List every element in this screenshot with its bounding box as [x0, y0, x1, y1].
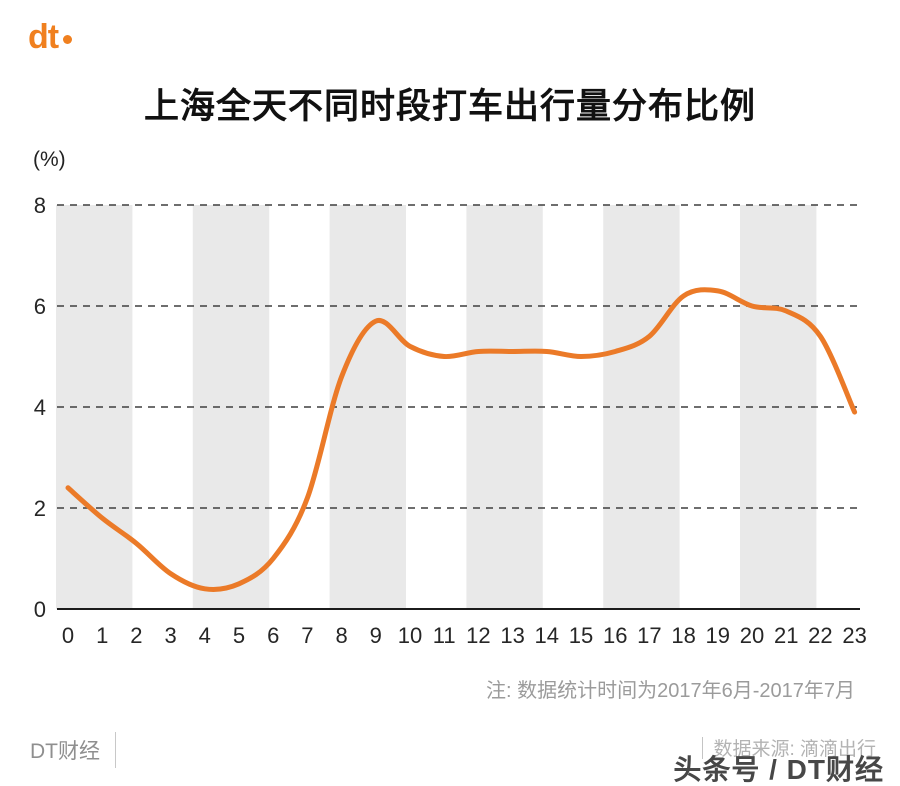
x-tick-label: 17	[637, 623, 661, 648]
x-tick-label: 13	[500, 623, 524, 648]
x-tick-label: 18	[671, 623, 695, 648]
data-source-row: 数据来源: 滴滴出行	[702, 734, 876, 761]
line-chart: 0 2 4 6 8 0 1 2 3 4 5 6 7 8 9 10 11 12 13 14 15 16 17 18 19 20 21 2…	[0, 185, 900, 665]
background-band	[603, 205, 680, 609]
y-tick-label: 6	[34, 294, 46, 319]
x-tick-label: 15	[569, 623, 593, 648]
x-tick-label: 11	[433, 623, 456, 648]
y-tick-label: 2	[34, 496, 46, 521]
x-tick-label: 9	[370, 623, 382, 648]
x-tick-label: 6	[267, 623, 279, 648]
x-tick-label: 1	[96, 623, 108, 648]
x-tick-label: 14	[535, 623, 559, 648]
x-tick-label: 3	[164, 623, 176, 648]
x-tick-label: 7	[301, 623, 313, 648]
x-tick-label: 10	[398, 623, 422, 648]
y-tick-label: 8	[34, 193, 46, 218]
data-line	[65, 287, 858, 592]
watermark: 头条号 / DT财经	[673, 754, 884, 785]
y-tick-label: 0	[34, 597, 46, 622]
background-band	[329, 205, 406, 609]
footer-brand-area: DT财经	[30, 732, 116, 768]
data-note: 注: 数据统计时间为2017年6月-2017年7月	[485, 680, 855, 702]
y-tick-label: 4	[34, 395, 46, 420]
x-tick-label: 4	[199, 623, 211, 648]
x-tick-label: 12	[466, 623, 490, 648]
x-tick-label: 8	[335, 623, 347, 648]
x-tick-label: 0	[62, 623, 74, 648]
x-tick-label: 19	[706, 623, 730, 648]
x-tick-label: 21	[774, 623, 798, 648]
x-tick-label: 23	[842, 623, 866, 648]
logo-dot-icon	[63, 34, 73, 44]
y-axis-unit-label: (%)	[33, 148, 66, 171]
data-source-label: 数据来源: 滴滴出行	[713, 739, 876, 760]
dt-logo: dt	[28, 18, 73, 56]
x-tick-label: 16	[603, 623, 627, 648]
x-tick-label: 2	[130, 623, 142, 648]
background-band	[56, 205, 133, 609]
footer-brand: DT财经	[30, 740, 100, 763]
x-tick-label: 22	[808, 623, 832, 648]
x-tick-label: 20	[740, 623, 764, 648]
dt-logo-text: dt	[28, 18, 59, 56]
x-tick-label: 5	[233, 623, 245, 648]
chart-title: 上海全天不同时段打车出行量分布比例	[143, 87, 756, 126]
source-divider	[702, 736, 704, 759]
footer-divider	[115, 732, 116, 768]
